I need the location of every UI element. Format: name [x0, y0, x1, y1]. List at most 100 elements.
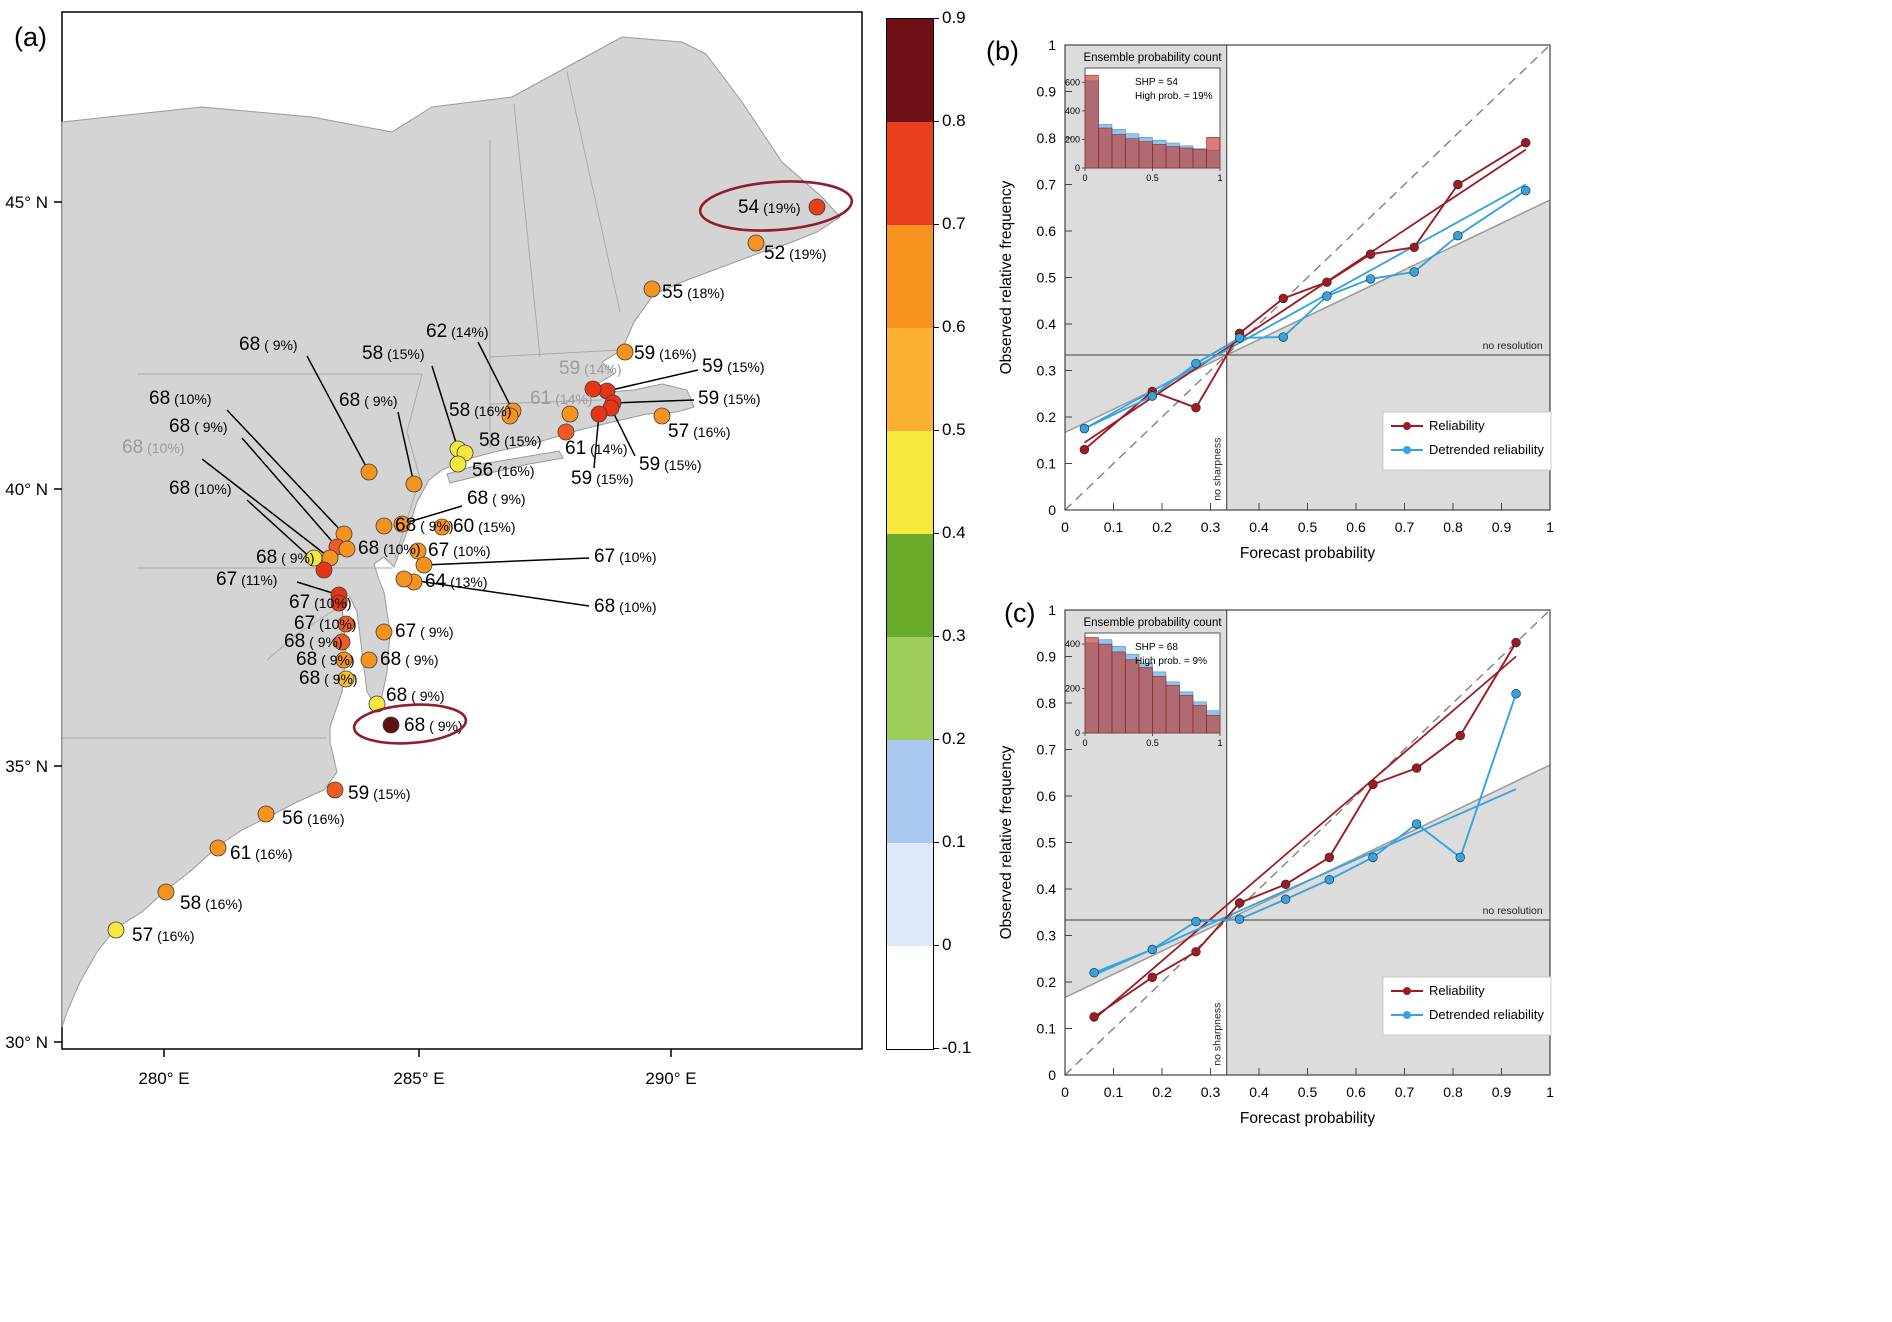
series-marker — [1079, 444, 1090, 455]
leader-line — [397, 411, 415, 485]
station-label: 59 (15%) — [639, 454, 702, 475]
station-label: 61 (16%) — [230, 843, 293, 864]
series-line — [1083, 141, 1527, 451]
y-tick-label: 0 — [1048, 502, 1056, 518]
station-label: 67 (10%) — [294, 613, 357, 634]
station-label: 68( 9%) — [404, 715, 463, 736]
station-marker — [808, 198, 826, 216]
legend-marker — [1403, 446, 1411, 454]
leader-line — [477, 341, 514, 412]
series-line — [1093, 642, 1517, 1018]
inset-bar-red — [1152, 144, 1167, 169]
inset-y-tick-label: 0 — [1075, 163, 1080, 173]
inset-shp-label: SHP = 68 — [1135, 642, 1178, 653]
lon-tick-label: 290° E — [645, 1069, 696, 1088]
lat-tick-label: 40° N — [5, 480, 48, 499]
inset-bar-red — [1206, 137, 1221, 169]
legend-label: Detrended reliability — [1429, 1007, 1544, 1022]
legend-label: Detrended reliability — [1429, 442, 1544, 457]
inset-bar-red — [1165, 684, 1180, 734]
inset-bar-red — [1111, 134, 1126, 169]
station-label: 62 (14%) — [426, 321, 489, 342]
station-label: 58 (15%) — [362, 343, 425, 364]
x-tick-label: 0.7 — [1395, 1084, 1415, 1100]
series-marker — [1365, 249, 1376, 259]
station-label: 68 (10%) — [122, 437, 185, 458]
leader-line — [606, 369, 699, 392]
colorbar-segment — [887, 225, 933, 328]
x-tick-label: 0.9 — [1492, 519, 1512, 535]
trend-line — [1083, 183, 1527, 430]
station-label: 57 (16%) — [668, 421, 731, 442]
legend-label: Reliability — [1429, 983, 1485, 998]
series-line — [1093, 693, 1517, 974]
station-label: 68( 9%) — [380, 649, 439, 670]
leader-line — [423, 557, 590, 566]
y-tick-label: 1 — [1048, 37, 1056, 53]
station-marker — [157, 883, 175, 901]
station-label: 61 (14%) — [565, 438, 628, 459]
station-marker — [107, 921, 125, 939]
station-marker — [433, 518, 451, 536]
legend-marker — [1403, 422, 1411, 430]
station-label: 68( 9%) — [284, 631, 343, 652]
colorbar-tick-label: 0.9 — [942, 8, 966, 27]
series-marker — [1455, 730, 1465, 741]
inset-bar-red — [1111, 651, 1126, 734]
colorbar-segment — [887, 19, 933, 122]
x-tick-label: 0.2 — [1152, 519, 1172, 535]
leader-line — [226, 409, 345, 535]
no-resolution-label: no resolution — [1483, 905, 1543, 917]
station-marker — [415, 556, 433, 574]
x-axis-label: Forecast probability — [1240, 545, 1376, 562]
series-marker — [1147, 944, 1158, 955]
station-label: 68( 9%) — [339, 390, 398, 411]
panel-b-letter: (b) — [986, 36, 1019, 66]
station-label: 68( 9%) — [386, 685, 445, 706]
station-marker — [375, 623, 393, 641]
series-marker — [1234, 333, 1245, 343]
x-tick-label: 1 — [1546, 519, 1554, 535]
x-tick-label: 0.2 — [1152, 1084, 1172, 1100]
station-marker — [393, 515, 411, 533]
station-marker — [257, 805, 275, 823]
station-marker — [338, 540, 356, 558]
y-tick-label: 0.5 — [1037, 835, 1057, 851]
station-label: 58 (16%) — [449, 400, 512, 421]
legend-marker — [1403, 987, 1411, 995]
colorbar — [886, 18, 934, 1050]
colorbar-segment — [887, 534, 933, 637]
inset-bar-red — [1165, 146, 1180, 169]
series-marker — [1511, 688, 1521, 699]
inset-y-tick-label: 600 — [1065, 77, 1080, 87]
station-label: 67 (10%) — [594, 546, 657, 567]
inset-bar-red — [1192, 149, 1207, 169]
station-marker — [590, 405, 608, 423]
station-marker — [382, 716, 400, 734]
x-tick-label: 0.9 — [1492, 1084, 1512, 1100]
station-label: 67 (11%) — [216, 569, 277, 590]
station-label: 59 (14%) — [559, 358, 622, 379]
colorbar-segment — [887, 637, 933, 740]
inset-bar-red — [1125, 659, 1140, 734]
station-marker — [330, 594, 348, 612]
x-axis-label: Forecast probability — [1240, 1110, 1376, 1127]
station-marker — [360, 651, 378, 669]
perfect-reliability-diagonal — [1064, 44, 1551, 511]
series-marker — [1455, 852, 1465, 863]
inset-y-tick-label: 200 — [1065, 134, 1080, 144]
station-label: 59 (15%) — [702, 356, 765, 377]
series-marker — [1280, 894, 1291, 904]
colorbar-tick-label: 0.8 — [942, 111, 966, 130]
x-tick-label: 0 — [1061, 519, 1069, 535]
panel-a-letter: (a) — [14, 22, 47, 52]
series-marker — [1234, 914, 1245, 924]
legend-box — [1382, 411, 1552, 471]
series-marker — [1322, 291, 1332, 301]
colorbar-tick-label: 0.1 — [942, 832, 966, 851]
series-marker — [1453, 230, 1463, 241]
y-tick-label: 0.2 — [1037, 974, 1057, 990]
lat-tick-label: 45° N — [5, 193, 48, 212]
series-marker — [1368, 779, 1378, 790]
